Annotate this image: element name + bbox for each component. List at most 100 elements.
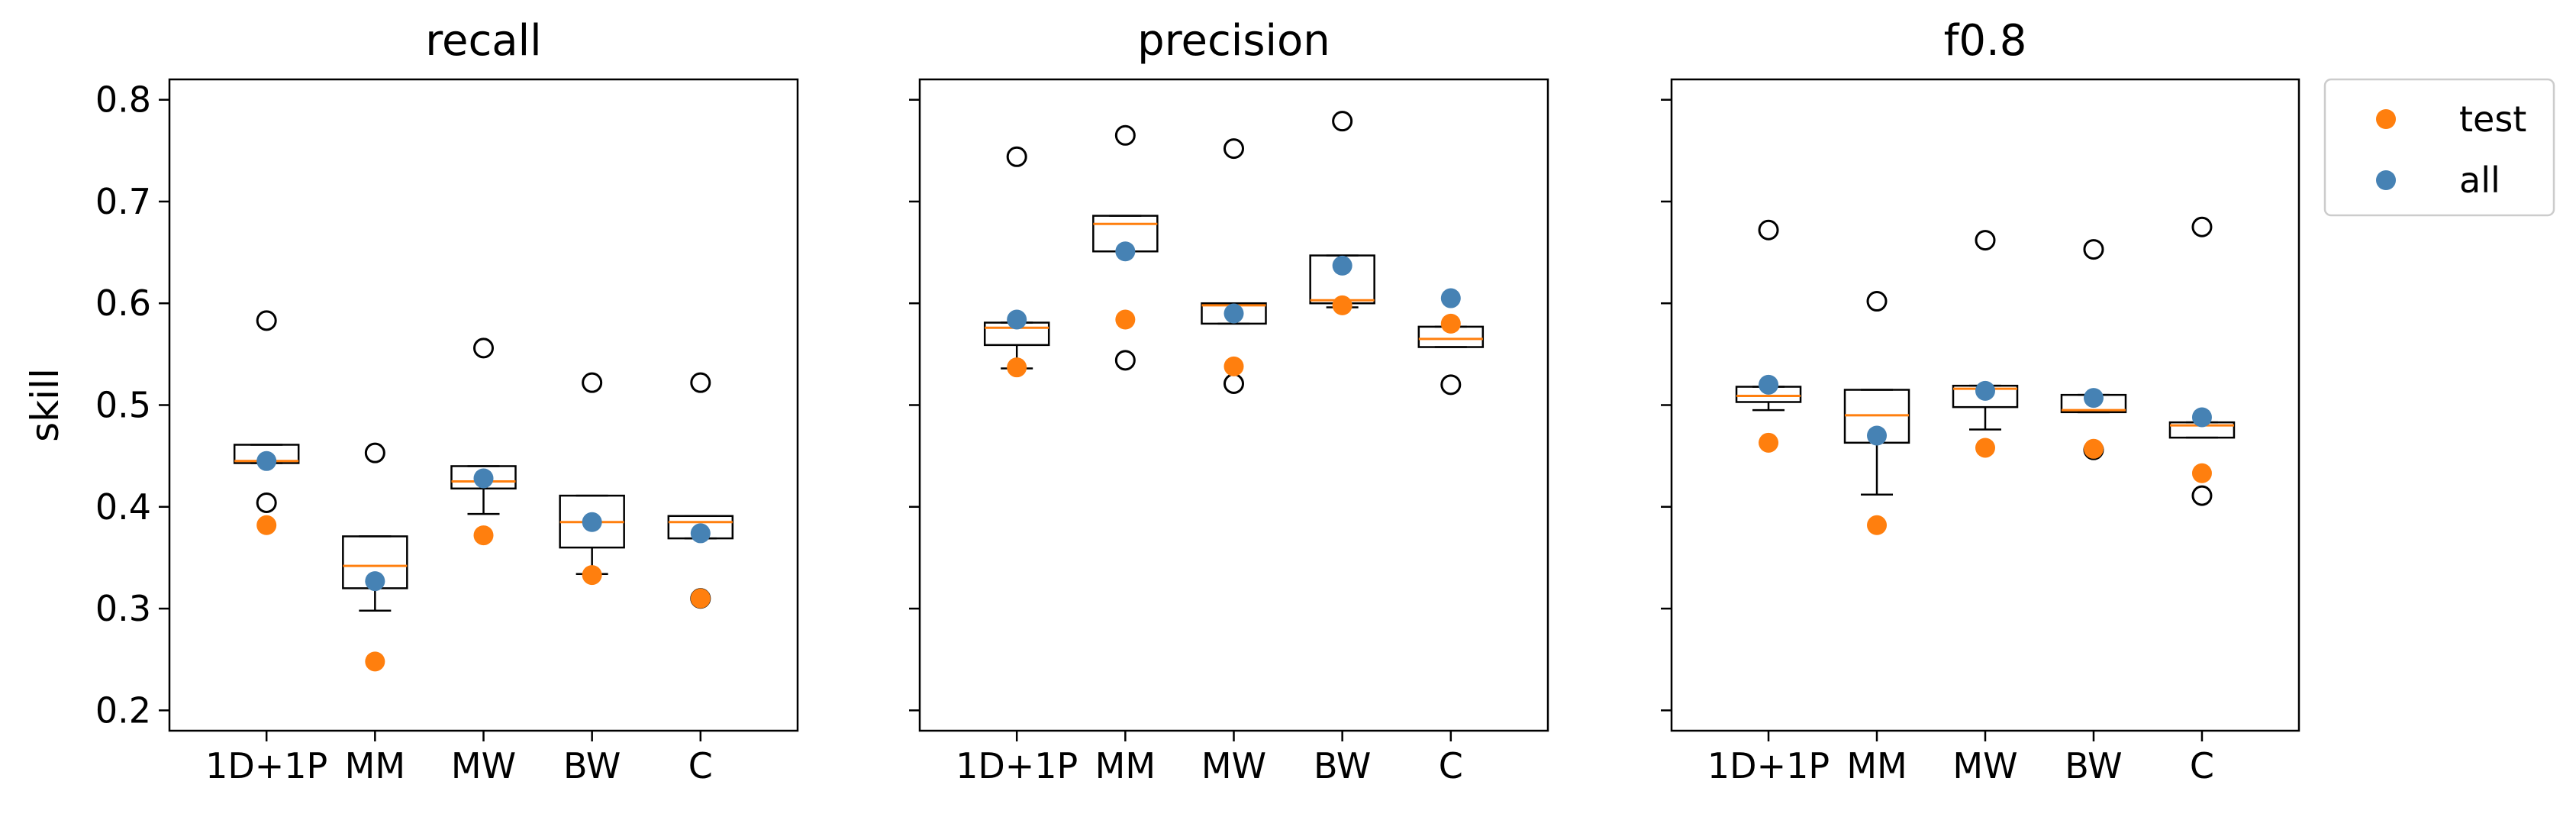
panel-title: precision [1137, 16, 1330, 66]
x-tick-label: MW [1201, 745, 1266, 786]
axes-frame [918, 78, 1549, 732]
flier-point [256, 310, 277, 331]
flier-point [1114, 350, 1136, 371]
panels: recall 0.2 0.3 0.4 0.5 0.6 0.7 0.8 skill 1D+1P MM M… [23, 16, 2300, 786]
flier-point [582, 372, 603, 393]
all-point [582, 512, 602, 532]
all-point [1759, 374, 1779, 395]
legend-label: all [2459, 160, 2500, 201]
legend-label: test [2459, 98, 2526, 140]
all-point [1975, 380, 1995, 401]
test-point [1224, 356, 1244, 376]
box-bw: BW [559, 372, 625, 786]
test-point [473, 525, 494, 546]
flier-point [690, 372, 711, 393]
flier-point [1332, 111, 1353, 132]
flier-point [2191, 485, 2213, 506]
flier-point [2083, 239, 2104, 260]
all-point [1224, 303, 1244, 324]
x-tick-label: 1D+1P [1707, 745, 1830, 786]
panel-title: f0.8 [1944, 16, 2027, 66]
legend-marker [2376, 109, 2396, 129]
flier-point [1440, 374, 1462, 396]
flier-point [1975, 230, 1996, 251]
y-tick-label: 0.5 [95, 385, 151, 426]
test-point [1867, 515, 1888, 535]
test-point [1115, 309, 1136, 330]
box-mw: MW [1952, 230, 2019, 786]
axes-frame [1670, 78, 2300, 732]
x-tick-label: 1D+1P [956, 745, 1078, 786]
flier-point [473, 337, 494, 359]
y-axis-label: skill [23, 368, 67, 442]
x-tick-label: C [2190, 745, 2214, 786]
y-tick-label: 0.4 [95, 486, 151, 528]
x-tick-label: MM [1846, 745, 1907, 786]
all-point [365, 571, 385, 592]
all-point [690, 523, 711, 544]
test-point [1007, 357, 1027, 378]
x-tick-label: 1D+1P [205, 745, 327, 786]
x-tick-label: MM [1095, 745, 1156, 786]
y-tick-label: 0.6 [95, 283, 151, 324]
x-tick-label: MW [1952, 745, 2017, 786]
box-mw: MW [450, 337, 517, 786]
box-1d-1p: 1D+1P [956, 146, 1078, 786]
flier-point [1758, 219, 1779, 241]
flier-point [1224, 373, 1244, 395]
box-c: C [2168, 216, 2236, 786]
all-point [473, 468, 494, 489]
test-point [690, 588, 711, 609]
box-c: C [1417, 288, 1485, 786]
legend: test all [2323, 78, 2555, 217]
x-tick-label: MW [451, 745, 516, 786]
panel-recall: recall 0.2 0.3 0.4 0.5 0.6 0.7 0.8 skill 1D+1P MM M… [23, 16, 799, 786]
legend-entry-test: test [2376, 98, 2526, 140]
all-point [256, 450, 277, 471]
test-point [2083, 438, 2104, 459]
flier-point [1866, 291, 1888, 312]
flier-point [2191, 216, 2213, 237]
all-point [2191, 407, 2212, 428]
y-tick-label: 0.3 [95, 588, 151, 629]
box-body [450, 465, 517, 490]
box-c: C [667, 372, 734, 786]
box-bw: BW [2060, 239, 2127, 786]
x-tick-label: MM [345, 745, 405, 786]
x-tick-label: C [688, 745, 713, 786]
test-point [365, 651, 385, 672]
x-tick-label: BW [563, 745, 621, 786]
all-point [1332, 255, 1352, 276]
legend-marker [2376, 170, 2396, 190]
test-point [1440, 313, 1461, 334]
test-point [1332, 295, 1352, 315]
flier-point [1114, 124, 1136, 146]
all-point [1867, 425, 1888, 446]
box-1d-1p: 1D+1P [1707, 219, 1830, 786]
y-tick-label: 0.8 [95, 79, 151, 121]
x-tick-label: BW [1314, 745, 1371, 786]
flier-point [256, 492, 277, 513]
flier-point [1224, 138, 1244, 160]
x-tick-label: BW [2065, 745, 2122, 786]
test-point [2191, 463, 2212, 483]
test-point [1975, 438, 1995, 458]
box-1d-1p: 1D+1P [205, 310, 327, 786]
flier-point [1006, 146, 1027, 167]
x-tick-label: C [1439, 745, 1463, 786]
panel-title: recall [425, 16, 541, 66]
all-point [1115, 241, 1136, 262]
y-tick-label: 0.7 [95, 181, 151, 222]
test-point [1759, 432, 1779, 453]
box-mm: MM [1843, 291, 1910, 786]
legend-entry-all: all [2376, 160, 2500, 201]
box-bw: BW [1309, 111, 1375, 786]
test-point [256, 515, 277, 535]
box-mw: MW [1201, 138, 1267, 786]
axes-frame [168, 78, 799, 732]
y-tick-label: 0.2 [95, 689, 151, 731]
all-point [2083, 388, 2104, 408]
box-body [1201, 302, 1267, 325]
all-point [1440, 288, 1461, 308]
